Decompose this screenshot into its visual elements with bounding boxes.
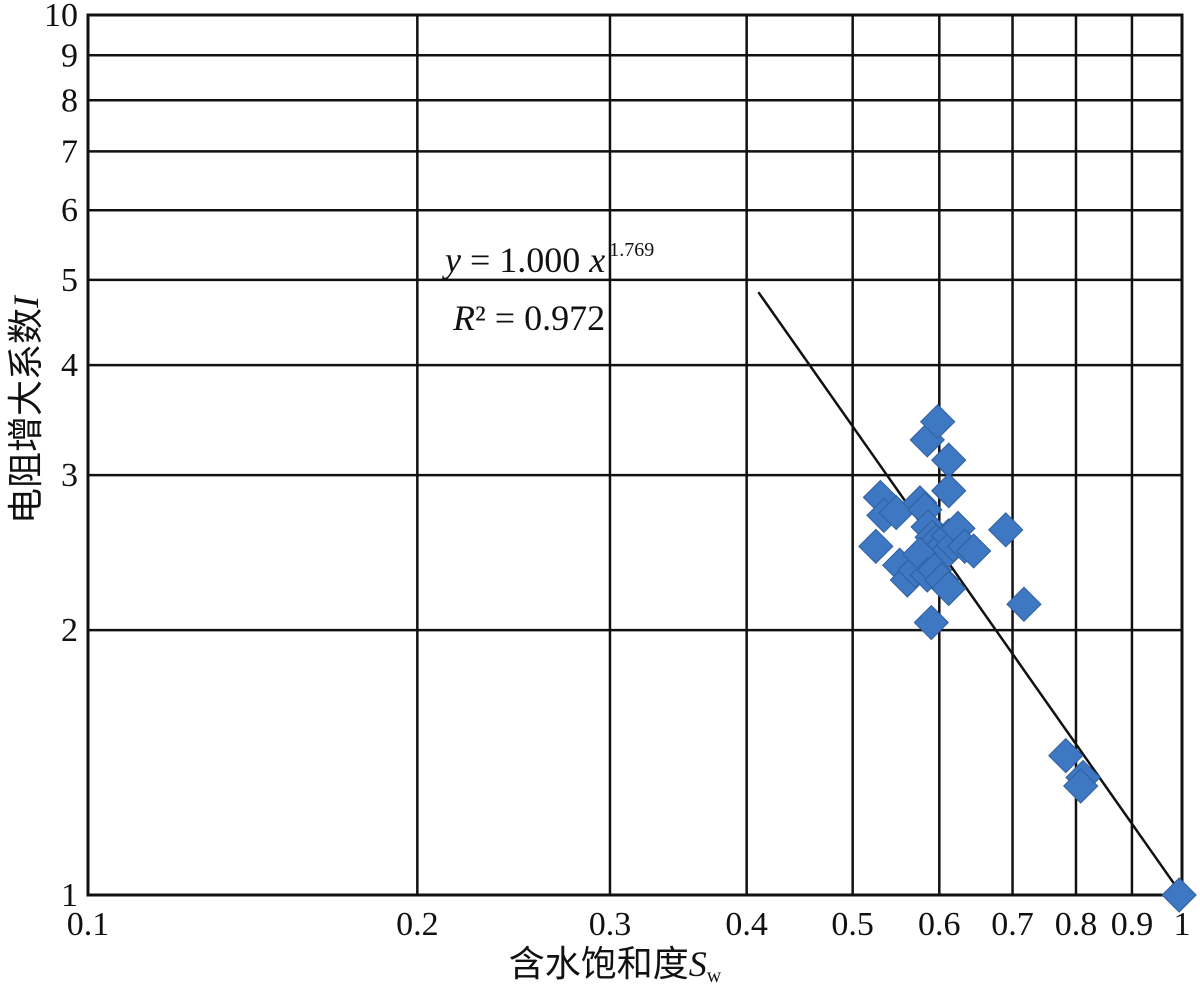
vertical-gridlines: [86, 15, 1184, 895]
r-squared-value: ² = 0.972: [475, 298, 605, 338]
data-point-marker: [930, 442, 967, 478]
data-point-marker: [913, 604, 950, 641]
r-squared-r: R: [452, 298, 475, 338]
r-squared-annotation: R² = 0.972: [452, 298, 605, 338]
x-tick-label: 0.9: [1111, 906, 1154, 943]
data-point-marker: [1063, 768, 1099, 804]
x-tick-labels: 0.1 0.2 0.3 0.4 0.5 0.6 0.7 0.8 0.9 1: [67, 906, 1191, 943]
y-tick-label: 2: [61, 612, 78, 649]
equation-annotation: y = 1.000 x 1.769: [442, 239, 654, 280]
x-tick-label: 0.4: [725, 906, 768, 943]
y-tick-label: 3: [61, 457, 78, 494]
x-tick-label: 0.1: [67, 906, 110, 943]
y-tick-label: 7: [61, 133, 78, 170]
x-axis-title: 含水饱和度Sw: [509, 944, 722, 987]
equation-y: y: [442, 240, 461, 280]
x-tick-label: 0.8: [1055, 906, 1098, 943]
data-point-marker: [1161, 877, 1197, 913]
x-tick-label: 0.2: [396, 906, 439, 943]
horizontal-gridlines: [88, 13, 1182, 897]
y-tick-label: 4: [61, 347, 78, 384]
equation-exponent: 1.769: [609, 239, 654, 261]
x-tick-label: 0.7: [991, 906, 1034, 943]
data-point-marker: [955, 533, 992, 569]
data-point-marker: [987, 512, 1024, 548]
x-tick-label: 0.6: [918, 906, 961, 943]
y-tick-label: 9: [61, 37, 78, 74]
x-tick-label: 0.3: [589, 906, 632, 943]
y-axis-title-var: I: [6, 294, 46, 309]
data-point-marker: [1006, 586, 1042, 622]
y-tick-label: 10: [44, 0, 78, 34]
equation-mid: = 1.000: [461, 240, 589, 280]
x-tick-label: 0.5: [831, 906, 874, 943]
plot-frame: [86, 13, 1184, 897]
y-axis-title: 电阻增大系数I: [6, 294, 47, 524]
equation-x: x: [588, 240, 605, 280]
x-tick-label: 1: [1174, 906, 1191, 943]
data-point-marker: [1048, 737, 1084, 774]
x-axis-title-var: S: [689, 944, 707, 984]
data-point-marker: [930, 570, 967, 607]
data-point-marker: [858, 528, 894, 565]
x-axis-title-main: 含水饱和度: [509, 944, 689, 985]
x-axis-title-sub: w: [707, 965, 722, 987]
y-tick-label: 1: [61, 877, 78, 914]
y-tick-label: 8: [61, 82, 78, 119]
y-tick-label: 5: [61, 262, 78, 299]
trendline: [757, 291, 1184, 896]
y-axis-title-main: 电阻增大系数: [6, 308, 47, 524]
data-point-marker: [920, 404, 956, 440]
data-points: [858, 404, 1197, 913]
y-tick-label: 6: [61, 192, 78, 229]
data-point-marker: [930, 473, 967, 509]
y-tick-labels: 1 2 3 4 5 6 7 8 910: [44, 0, 78, 914]
